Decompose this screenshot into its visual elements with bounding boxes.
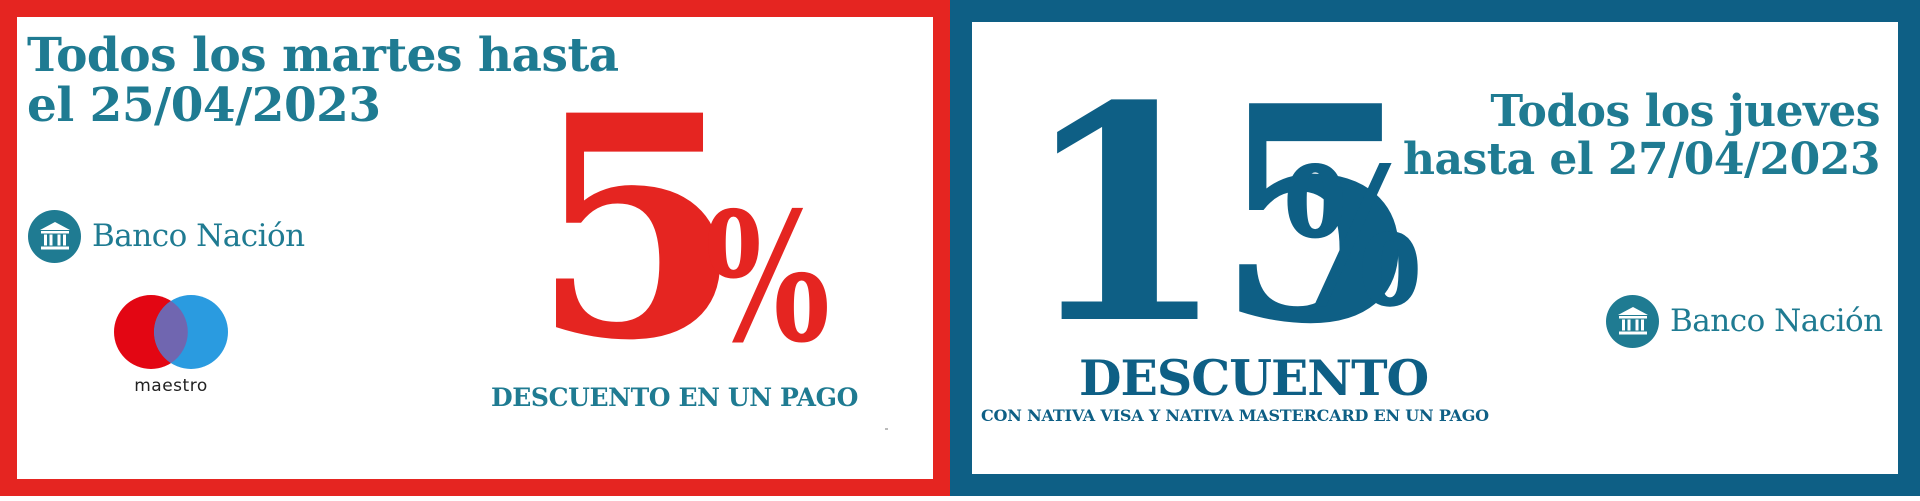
left-percent-sign: % — [705, 173, 831, 382]
maestro-label: maestro — [134, 376, 208, 396]
right-discount-number: 15 — [1021, 41, 1421, 389]
left-promo-panel — [0, 0, 950, 496]
decorative-dot — [885, 428, 888, 430]
right-headline-line1: Todos los jueves — [1490, 86, 1880, 137]
right-discount-word: DESCUENTO — [1079, 349, 1429, 407]
left-bank-logo: Banco Nación — [28, 208, 305, 264]
left-bank-name: Banco Nación — [92, 218, 305, 254]
right-percent-sign: % — [1284, 126, 1422, 349]
maestro-logo-icon: maestro — [105, 290, 237, 400]
right-discount-subcaption: CON NATIVA VISA Y NATIVA MASTERCARD EN U… — [981, 406, 1489, 425]
left-discount-caption: DESCUENTO EN UN PAGO — [491, 383, 858, 412]
left-discount-number: 5 — [531, 49, 743, 407]
left-headline-line1: Todos los martes hasta — [27, 28, 619, 83]
bank-building-icon — [1606, 294, 1659, 348]
left-headline-line2: el 25/04/2023 — [27, 78, 381, 133]
right-bank-name: Banco Nación — [1670, 303, 1883, 339]
right-bank-logo: Banco Nación — [1606, 293, 1883, 349]
right-headline-line2: hasta el 27/04/2023 — [1402, 134, 1881, 185]
bank-building-icon — [28, 209, 81, 263]
right-promo-panel — [950, 0, 1920, 496]
left-promo-headline: Todos los martes hasta el 25/04/2023 — [27, 31, 627, 131]
right-promo-headline: Todos los jueves hasta el 27/04/2023 — [1390, 86, 1881, 185]
